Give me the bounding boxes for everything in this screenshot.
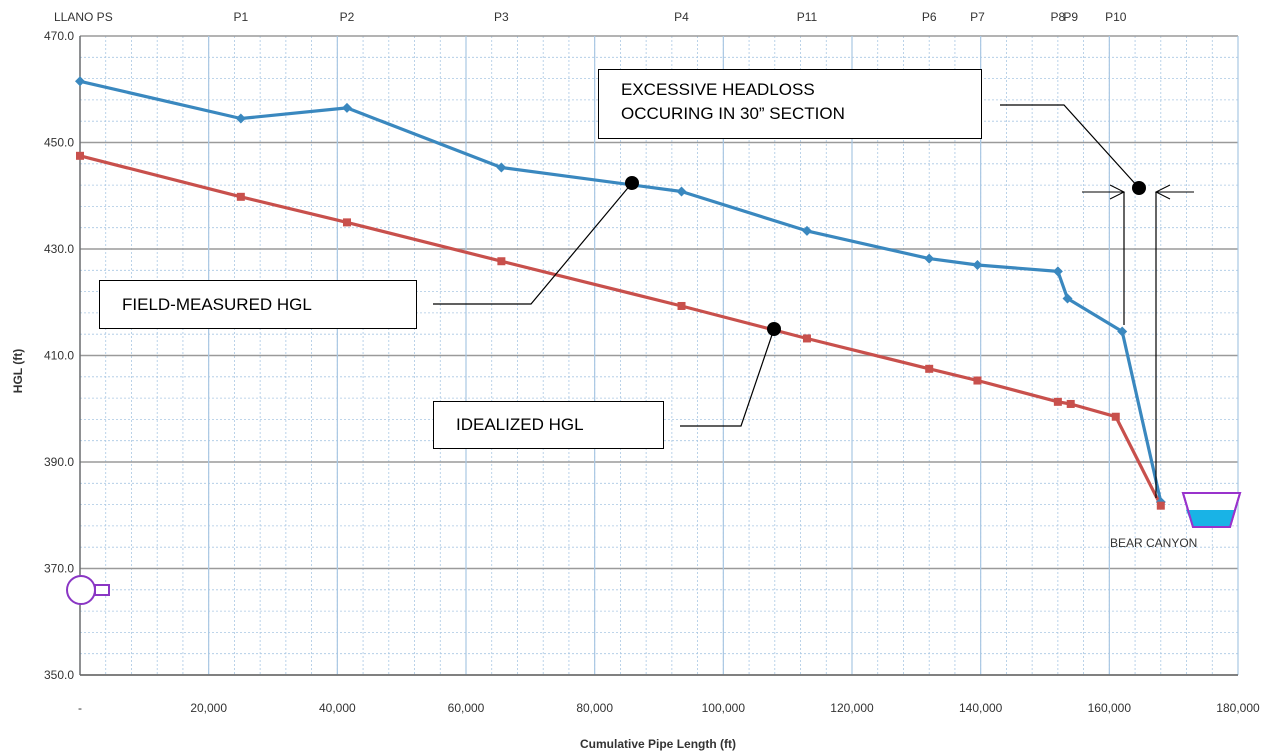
station-label: P4 [674, 10, 689, 24]
square-marker [497, 257, 506, 266]
diamond-marker [801, 225, 812, 236]
headloss-callout: EXCESSIVE HEADLOSS OCCURING IN 30” SECTI… [598, 69, 982, 139]
y-tick-label: 370.0 [44, 562, 74, 576]
x-tick-label: - [78, 701, 82, 715]
diamond-marker [1117, 326, 1128, 337]
headloss-callout-line-1: EXCESSIVE HEADLOSS [621, 80, 815, 99]
field-measured-pointer-dot [625, 176, 639, 190]
square-marker [677, 301, 686, 310]
y-tick-label: 390.0 [44, 455, 74, 469]
y-tick-label: 410.0 [44, 349, 74, 363]
series-line-square [79, 154, 1163, 507]
y-tick-label: 350.0 [44, 668, 74, 682]
station-label: P1 [233, 10, 248, 24]
x-tick-label: 120,000 [830, 701, 874, 715]
y-tick-label: 450.0 [44, 136, 74, 150]
reservoir-icon [1181, 492, 1242, 528]
series-lines [79, 79, 1163, 507]
diamond-marker [341, 102, 352, 113]
headloss-leader [1000, 104, 1140, 189]
reservoir-label: BEAR CANYON [1110, 536, 1197, 550]
major-grid [79, 35, 1239, 676]
y-axis-title: HGL (ft) [11, 349, 25, 393]
square-marker [925, 364, 934, 373]
field-measured-leader [433, 182, 633, 305]
idealized-callout: IDEALIZED HGL [433, 401, 664, 449]
idealized-leader [680, 328, 775, 427]
square-marker [1053, 397, 1062, 406]
diamond-marker [496, 162, 507, 173]
field-measured-callout: FIELD-MEASURED HGL [99, 280, 417, 329]
square-marker [76, 151, 84, 160]
square-marker [1111, 412, 1120, 421]
square-marker [236, 192, 245, 201]
station-label: P8 [1051, 10, 1066, 24]
arrowhead-right [1154, 184, 1171, 200]
station-label: P11 [797, 10, 818, 24]
station-label: P2 [340, 10, 355, 24]
x-tick-label: 60,000 [448, 701, 485, 715]
x-tick-label: 40,000 [319, 701, 356, 715]
station-label: P6 [922, 10, 937, 24]
x-tick-label: 80,000 [576, 701, 613, 715]
diamond-marker [676, 186, 687, 197]
x-tick-labels: - 20,000 40,000 60,000 80,000 100,000 120,000 1… [78, 701, 1260, 715]
x-tick-label: 160,000 [1088, 701, 1132, 715]
x-tick-label: 140,000 [959, 701, 1003, 715]
y-tick-label: 470.0 [44, 29, 74, 43]
square-marker [1156, 501, 1165, 510]
square-marker [802, 334, 811, 343]
diamond-marker [1062, 293, 1073, 304]
arrowhead-left [1109, 184, 1126, 200]
headloss-pointer-dot [1132, 181, 1146, 195]
idealized-pointer-dot [767, 322, 781, 336]
station-label: P10 [1105, 10, 1127, 24]
y-tick-labels: 350.0 370.0 390.0 410.0 430.0 450.0 470.0 [44, 29, 74, 682]
x-axis-title: Cumulative Pipe Length (ft) [580, 737, 736, 751]
x-tick-label: 20,000 [190, 701, 227, 715]
x-tick-label: 100,000 [702, 701, 746, 715]
series-line-diamond [79, 79, 1163, 503]
station-label: P7 [970, 10, 985, 24]
diamond-marker [75, 76, 85, 87]
field-measured-callout-text: FIELD-MEASURED HGL [122, 294, 312, 314]
square-marker [973, 376, 982, 385]
diamond-marker [1052, 266, 1063, 277]
idealized-callout-text: IDEALIZED HGL [456, 415, 584, 434]
diamond-marker [924, 253, 935, 264]
station-label: P9 [1063, 10, 1078, 24]
y-tick-label: 430.0 [44, 242, 74, 256]
station-label: P3 [494, 10, 509, 24]
diamond-marker [235, 113, 246, 124]
pump-station-icon [66, 575, 110, 605]
x-tick-label: 180,000 [1216, 701, 1260, 715]
callout-leaders [433, 104, 1194, 498]
station-label: LLANO PS [54, 10, 113, 24]
square-marker [1066, 399, 1075, 408]
headloss-callout-line-2: OCCURING IN 30” SECTION [621, 104, 845, 123]
square-marker [342, 218, 351, 227]
series-markers [75, 76, 1166, 510]
diamond-marker [972, 259, 983, 270]
